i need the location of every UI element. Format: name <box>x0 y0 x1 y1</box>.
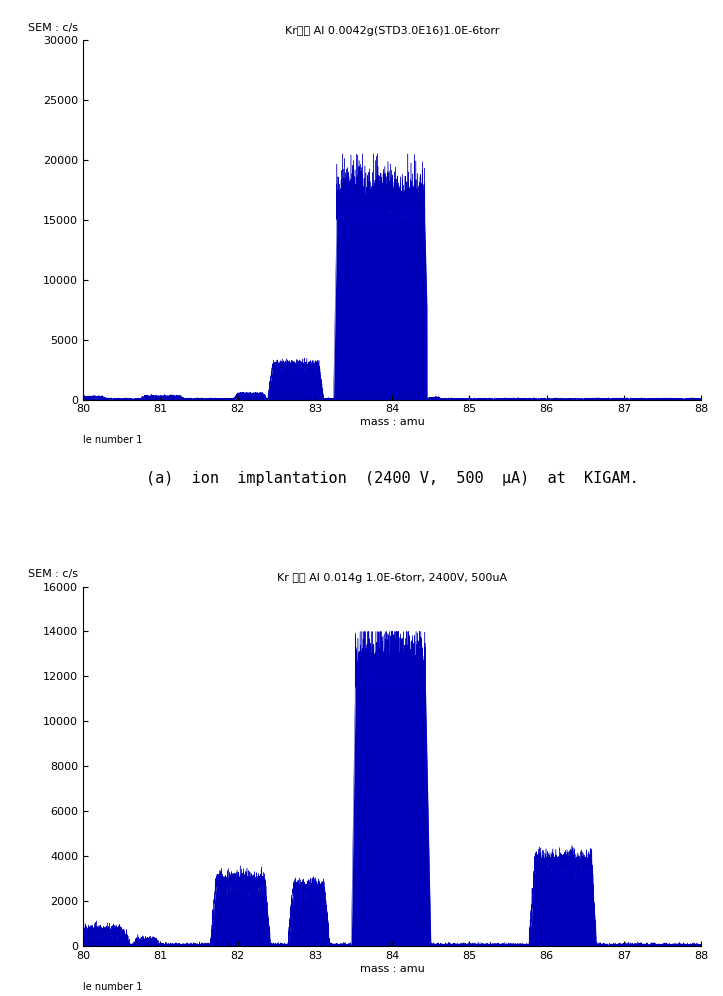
X-axis label: mass : amu: mass : amu <box>360 417 424 427</box>
Title: Kr주입 Al 0.0042g(STD3.0E16)1.0E-6torr: Kr주입 Al 0.0042g(STD3.0E16)1.0E-6torr <box>285 26 500 36</box>
Title: Kr 주입 Al 0.014g 1.0E-6torr, 2400V, 500uA: Kr 주입 Al 0.014g 1.0E-6torr, 2400V, 500uA <box>277 573 508 583</box>
Text: le number 1: le number 1 <box>83 435 142 445</box>
Text: le number 1: le number 1 <box>83 982 142 992</box>
Text: SEM : c/s: SEM : c/s <box>27 570 77 580</box>
X-axis label: mass : amu: mass : amu <box>360 964 424 974</box>
Text: SEM : c/s: SEM : c/s <box>27 23 77 33</box>
Text: (a)  ion  implantation  (2400 V,  500  μA)  at  KIGAM.: (a) ion implantation (2400 V, 500 μA) at… <box>146 471 638 486</box>
